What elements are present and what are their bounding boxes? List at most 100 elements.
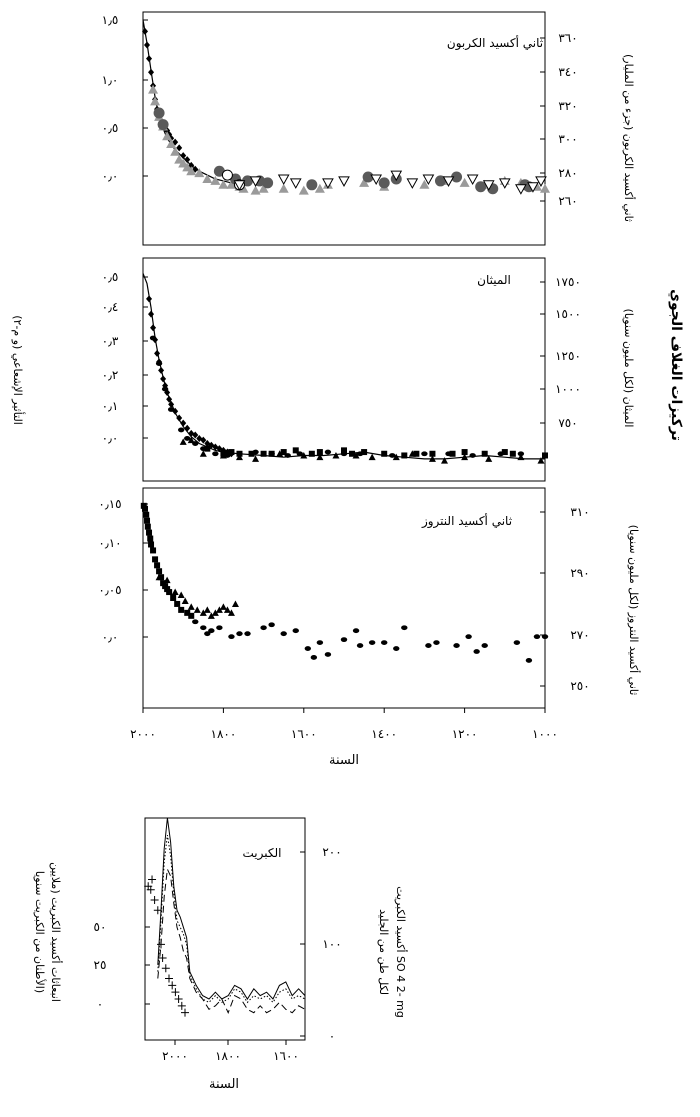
n2o-point-circle <box>340 637 348 643</box>
x-axis-label: السنة <box>329 753 359 768</box>
co2-point-diamond <box>180 152 187 160</box>
methane-point-diamond <box>184 424 191 432</box>
co2-right-tick-label: ٣٤٠ <box>558 65 577 79</box>
co2-point-triangle-gray <box>314 183 325 193</box>
co2-right-tick-label: ٢٨٠ <box>558 166 577 180</box>
methane-point-square <box>220 450 227 457</box>
co2-point-circle-gray <box>157 119 169 131</box>
methane-left-tick-label: ٠٫٠ <box>102 431 119 445</box>
sulfur-x-tick-label: ١٨٠٠ <box>215 1049 241 1063</box>
sulfur-point-plus <box>174 995 183 1004</box>
sulfur-right-label-line1: أكسيد الكبريت SO 4 2- mg <box>394 886 408 1018</box>
methane-point-triangle <box>485 455 493 462</box>
methane-point-diamond <box>200 436 207 444</box>
main-x-tick-label: ١٠٠٠ <box>532 727 558 741</box>
co2-point-triangle-gray <box>210 175 221 185</box>
n2o-point-triangle <box>203 606 211 613</box>
co2-point-triangle-down-open <box>535 176 547 187</box>
methane-point-triangle <box>235 453 243 461</box>
methane-point-circle <box>421 451 428 457</box>
co2-point-triangle-gray <box>226 179 237 189</box>
co2-left-ticks: ١٫٥ ١٫٠ ٠٫٥ ٠٫٠ <box>102 13 148 183</box>
methane-point-circle <box>161 386 169 392</box>
methane-point-square <box>292 447 299 454</box>
co2-right-tick-label: ٣٠٠ <box>558 132 577 146</box>
n2o-point-triangle <box>227 609 235 616</box>
n2o-point-square <box>158 574 165 581</box>
methane-point-square <box>316 449 323 456</box>
n2o-point-triangle <box>211 609 219 616</box>
methane-fit-curve <box>142 273 545 460</box>
methane-point-triangle <box>252 455 260 462</box>
methane-point-diamond <box>166 395 173 403</box>
sulfur-point-plus <box>165 974 173 983</box>
sulfur-point-plus <box>146 885 155 894</box>
co2-point-triangle-gray <box>258 183 269 193</box>
n2o-point-circle <box>381 640 388 645</box>
methane-left-ticks: ٠٫٥ ٠٫٤ ٠٫٣ ٠٫٢ ٠٫١ ٠٫٠ <box>102 270 148 445</box>
methane-point-diamond <box>176 414 183 422</box>
n2o-point-square <box>178 606 185 613</box>
co2-point-circle-gray <box>153 107 165 119</box>
sulfur-right-tick-label: ٢٠٠ <box>322 845 341 859</box>
co2-right-tick-label: ٣٦٠ <box>558 31 577 45</box>
n2o-point-square <box>150 547 157 554</box>
methane-point-triangle <box>352 451 360 459</box>
co2-point-triangle-gray <box>419 179 430 189</box>
co2-point-triangle-down-open <box>277 174 290 186</box>
co2-point-triangle-gray <box>186 166 197 176</box>
sulfur-x-axis-label: السنة <box>209 1077 239 1092</box>
sulfur-point-plus <box>150 895 159 904</box>
n2o-point-circle <box>236 631 243 637</box>
co2-point-triangle-down-open <box>322 178 334 189</box>
n2o-point-circle <box>268 622 275 628</box>
co2-right-label: ثاني أكسيد الكربون (جزء من المليار) <box>622 54 636 222</box>
methane-point-triangle <box>428 455 436 462</box>
sulfur-left-ticks: ٥٠ ٢٥ ٠ <box>94 920 150 1011</box>
n2o-point-square <box>170 595 177 601</box>
co2-point-triangle-down-open <box>482 180 495 191</box>
n2o-title: ثاني أكسيد النتروز <box>421 513 512 529</box>
methane-point-triangle <box>537 457 545 464</box>
n2o-point-triangle <box>215 606 223 613</box>
methane-point-triangle <box>332 451 340 459</box>
sulfur-right-tick-label: ١٠٠ <box>322 937 341 951</box>
co2-point-triangle-down-open <box>249 176 262 187</box>
co2-point-triangle-gray <box>162 131 173 141</box>
methane-point-diamond <box>158 366 165 374</box>
co2-point-triangle-down-open <box>370 174 383 186</box>
co2-point-circle-gray <box>262 177 274 189</box>
co2-point-triangle-down-open <box>233 180 246 191</box>
n2o-point-square <box>148 541 155 548</box>
sulfur-point-plus <box>153 906 162 915</box>
n2o-right-label: ثاني أكسيد النتروز (لكل مليون سنويا) <box>627 525 641 696</box>
co2-point-triangle-down-open <box>390 170 403 182</box>
left-axis-label: التأثير الإشعاعي (و م-٢) <box>11 315 26 425</box>
methane-right-label: الميثان (لكل مليون سنويا) <box>622 309 635 428</box>
co2-left-tick-label: ١٫٥ <box>102 13 119 27</box>
methane-point-triangle <box>199 450 207 457</box>
sulfur-x-tick-label: ١٦٠٠ <box>273 1049 299 1063</box>
n2o-point-circle <box>465 634 472 640</box>
n2o-point-triangle <box>207 612 215 619</box>
n2o-point-square <box>142 505 149 512</box>
co2-point-diamond <box>148 68 155 76</box>
co2-point-circle-gray <box>451 171 463 183</box>
co2-point-triangle-down-open <box>289 178 302 189</box>
methane-point-circle <box>149 335 157 341</box>
co2-point-triangle-down-open <box>406 178 419 189</box>
co2-left-tick-label: ٠٫٥ <box>102 121 119 135</box>
co2-right-ticks: ٣٦٠ ٣٤٠ ٣٢٠ ٣٠٠ ٢٨٠ ٢٦٠ <box>540 31 578 208</box>
n2o-right-tick-label: ٢٥٠ <box>570 679 589 693</box>
methane-point-triangle <box>187 436 195 444</box>
co2-panel: ثاني أكسيد الكربون ١٫٥ ١٫٠ ٠٫٥ ٠٫٠ ٣٦٠ ٣٤٠ ٣٢… <box>102 11 636 246</box>
co2-title: ثاني أكسيد الكربون <box>447 35 543 51</box>
methane-point-square <box>509 450 516 457</box>
n2o-point-circle <box>200 625 207 631</box>
n2o-point-circle <box>316 640 324 645</box>
methane-point-square <box>228 449 235 456</box>
methane-point-square <box>542 452 548 459</box>
co2-point-circle-gray <box>475 181 487 193</box>
n2o-point-square <box>146 529 153 536</box>
methane-point-square <box>341 447 347 454</box>
